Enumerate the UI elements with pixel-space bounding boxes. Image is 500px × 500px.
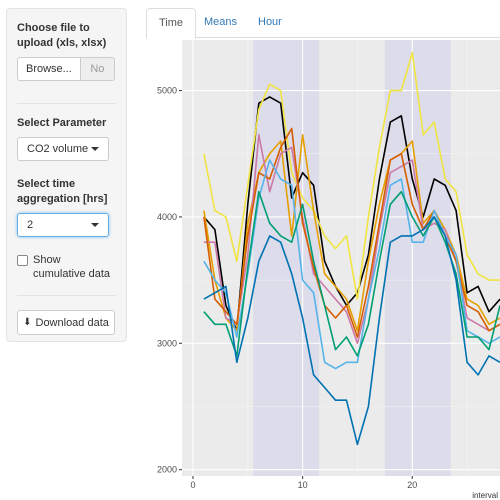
y-tick-label-5000: 5000 <box>157 86 177 96</box>
chevron-down-icon <box>91 147 99 151</box>
tab-means[interactable]: Means <box>204 16 238 28</box>
aggregation-select[interactable]: 2 <box>17 213 109 237</box>
tab-time[interactable]: Time <box>146 8 197 39</box>
cumulative-label: Show cumulative data <box>33 254 111 280</box>
shaded-band-2 <box>384 40 451 476</box>
divider <box>17 295 116 296</box>
series-line-2 <box>203 51 500 300</box>
tab-hour[interactable]: Hour <box>258 16 282 28</box>
file-upload-label: Choose file to upload (xls, xlsx) <box>17 22 107 49</box>
x-tick-label-0: 0 <box>190 480 195 490</box>
y-tick-label-4000: 4000 <box>157 212 177 222</box>
tab-bar: Time Means Hour <box>146 8 500 39</box>
sidebar-panel: Choose file to upload (xls, xlsx) Browse… <box>6 8 127 342</box>
file-name-display: No <box>80 57 115 81</box>
x-tick-label-20: 20 <box>407 480 417 490</box>
parameter-label: Select Parameter <box>17 117 107 129</box>
series-line-6 <box>203 159 500 370</box>
plot-panel <box>182 40 500 476</box>
chevron-down-icon <box>91 223 99 227</box>
series-line-5 <box>203 127 500 338</box>
chart-svg: 2000 3000 4000 5000 0 10 20 interval <box>157 40 500 500</box>
download-icon: ⬇ <box>23 317 32 328</box>
parameter-select[interactable]: CO2 volume <box>17 137 109 161</box>
download-label: Download data <box>35 316 109 329</box>
cumulative-checkbox-row[interactable]: Show cumulative data <box>17 253 116 281</box>
x-axis-label: interval <box>472 491 498 500</box>
divider <box>17 103 116 104</box>
download-button[interactable]: ⬇ Download data <box>17 310 115 335</box>
y-tick-label-2000: 2000 <box>157 465 177 475</box>
parameter-select-value: CO2 volume <box>27 143 89 155</box>
y-tick-label-3000: 3000 <box>157 338 177 348</box>
x-tick-label-10: 10 <box>298 480 308 490</box>
series-line-8 <box>203 216 500 446</box>
file-upload-control[interactable]: Browse... No <box>17 57 116 81</box>
browse-button[interactable]: Browse... <box>17 57 81 81</box>
time-series-chart: 2000 3000 4000 5000 0 10 20 interval <box>140 40 500 500</box>
series-line-1 <box>203 96 500 332</box>
aggregation-label: Select time aggregation [hrs] <box>17 178 108 205</box>
aggregation-select-value: 2 <box>27 219 34 231</box>
cumulative-checkbox[interactable] <box>17 255 28 266</box>
